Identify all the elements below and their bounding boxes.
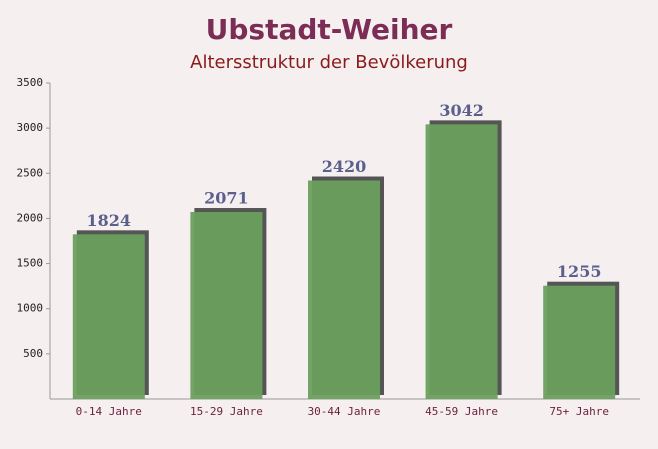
y-tick-label: 2500 [17, 166, 44, 179]
x-tick-label: 30-44 Jahre [308, 405, 381, 418]
value-label: 2420 [322, 157, 367, 176]
y-tick-label: 1500 [17, 257, 44, 270]
bar [425, 124, 498, 399]
value-label: 2071 [204, 189, 249, 208]
y-tick-label: 3500 [17, 76, 44, 89]
x-tick-label: 0-14 Jahre [76, 405, 142, 418]
y-tick-label: 2000 [17, 211, 44, 224]
y-tick-label: 1000 [17, 302, 44, 315]
bar [72, 234, 145, 399]
x-tick-label: 75+ Jahre [549, 405, 609, 418]
y-tick-label: 500 [23, 347, 43, 360]
value-label: 3042 [439, 101, 484, 120]
value-label: 1824 [87, 211, 132, 230]
chart-subtitle: Altersstruktur der Bevölkerung [190, 52, 468, 73]
chart-title: Ubstadt-Weiher [206, 13, 453, 46]
x-tick-label: 15-29 Jahre [190, 405, 263, 418]
bar [308, 180, 380, 399]
bar [543, 285, 616, 399]
bar [190, 212, 263, 399]
x-tick-label: 45-59 Jahre [425, 405, 498, 418]
y-tick-label: 3000 [17, 121, 44, 134]
value-label: 1255 [557, 262, 602, 281]
